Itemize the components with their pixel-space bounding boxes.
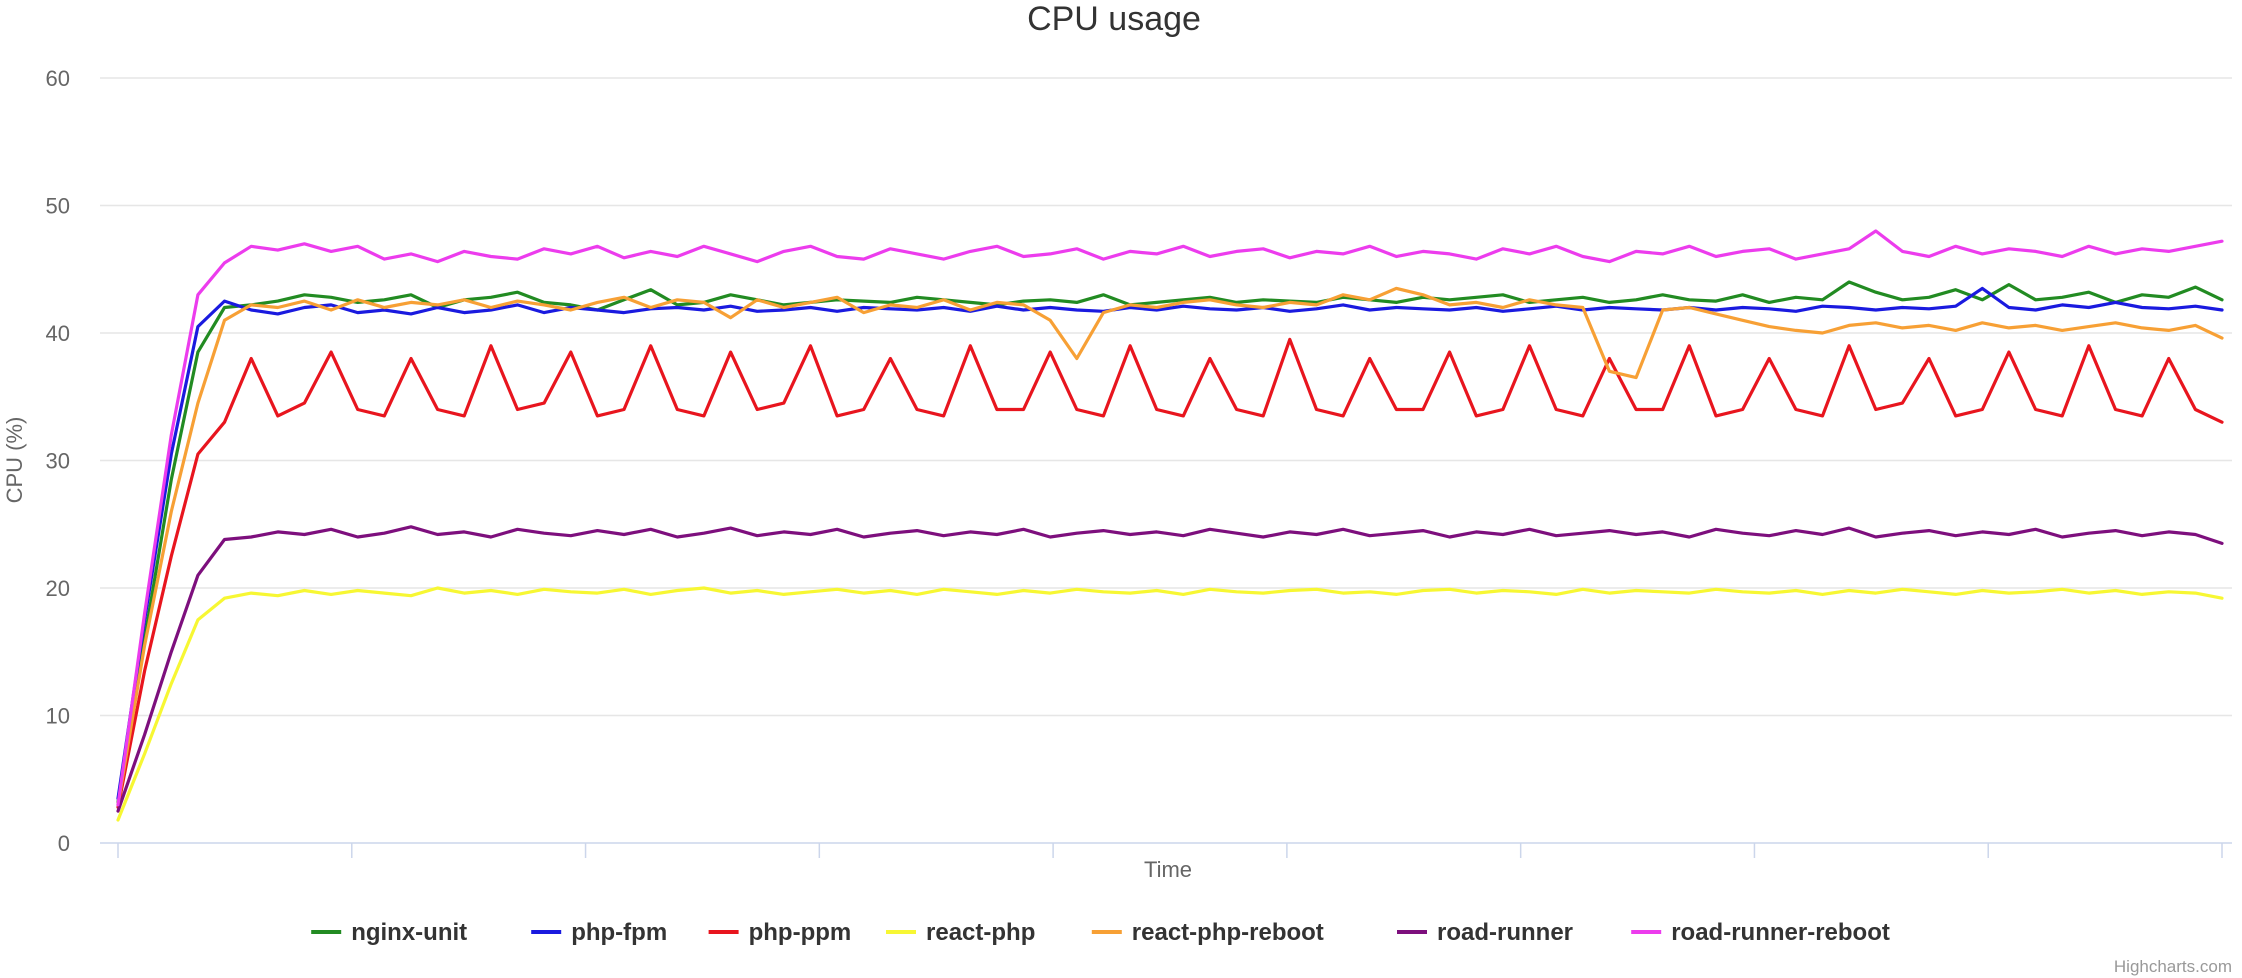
series-line-road-runner-reboot[interactable] <box>116 229 2224 807</box>
legend-label: nginx-unit <box>351 919 467 946</box>
legend-label: road-runner <box>1437 919 1573 946</box>
legend-label: php-fpm <box>571 919 667 946</box>
x-axis-title: Time <box>1144 857 1192 882</box>
legend-item-road-runner[interactable]: road-runner <box>1397 919 1573 946</box>
legend-label: react-php <box>926 919 1035 946</box>
chart-title: CPU usage <box>1027 0 1201 38</box>
series-layer <box>116 229 2224 822</box>
series-line-react-php[interactable] <box>116 586 2224 822</box>
series-line-nginx-unit[interactable] <box>116 280 2224 804</box>
legend-label: react-php-reboot <box>1132 919 1324 946</box>
grid-layer: 0 10 20 30 40 50 60 <box>46 66 2232 856</box>
series-line-php-fpm[interactable] <box>116 286 2224 801</box>
y-tick-label: 60 <box>46 66 70 91</box>
y-tick-label: 0 <box>58 831 70 856</box>
series-line-road-runner[interactable] <box>116 525 2224 813</box>
legend-item-php-fpm[interactable]: php-fpm <box>531 919 667 946</box>
legend-item-react-php[interactable]: react-php <box>886 919 1035 946</box>
series-line-php-ppm[interactable] <box>116 337 2224 809</box>
y-tick-label: 10 <box>46 704 70 729</box>
axis-layer <box>100 842 2232 858</box>
legend-label: php-ppm <box>749 919 852 946</box>
series-line-react-php-reboot[interactable] <box>116 286 2224 807</box>
y-tick-label: 40 <box>46 321 70 346</box>
legend-item-nginx-unit[interactable]: nginx-unit <box>311 919 467 946</box>
legend: nginx-unit php-fpm php-ppm react-php react-p… <box>311 919 1890 946</box>
y-tick-label: 20 <box>46 576 70 601</box>
credits-link[interactable]: Highcharts.com <box>2114 957 2232 976</box>
legend-label: road-runner-reboot <box>1671 919 1890 946</box>
y-axis-title: CPU (%) <box>2 417 27 504</box>
y-tick-label: 50 <box>46 194 70 219</box>
legend-item-php-ppm[interactable]: php-ppm <box>708 919 852 946</box>
legend-item-react-php-reboot[interactable]: react-php-reboot <box>1091 919 1324 946</box>
legend-item-road-runner-reboot[interactable]: road-runner-reboot <box>1631 919 1890 946</box>
y-tick-label: 30 <box>46 449 70 474</box>
